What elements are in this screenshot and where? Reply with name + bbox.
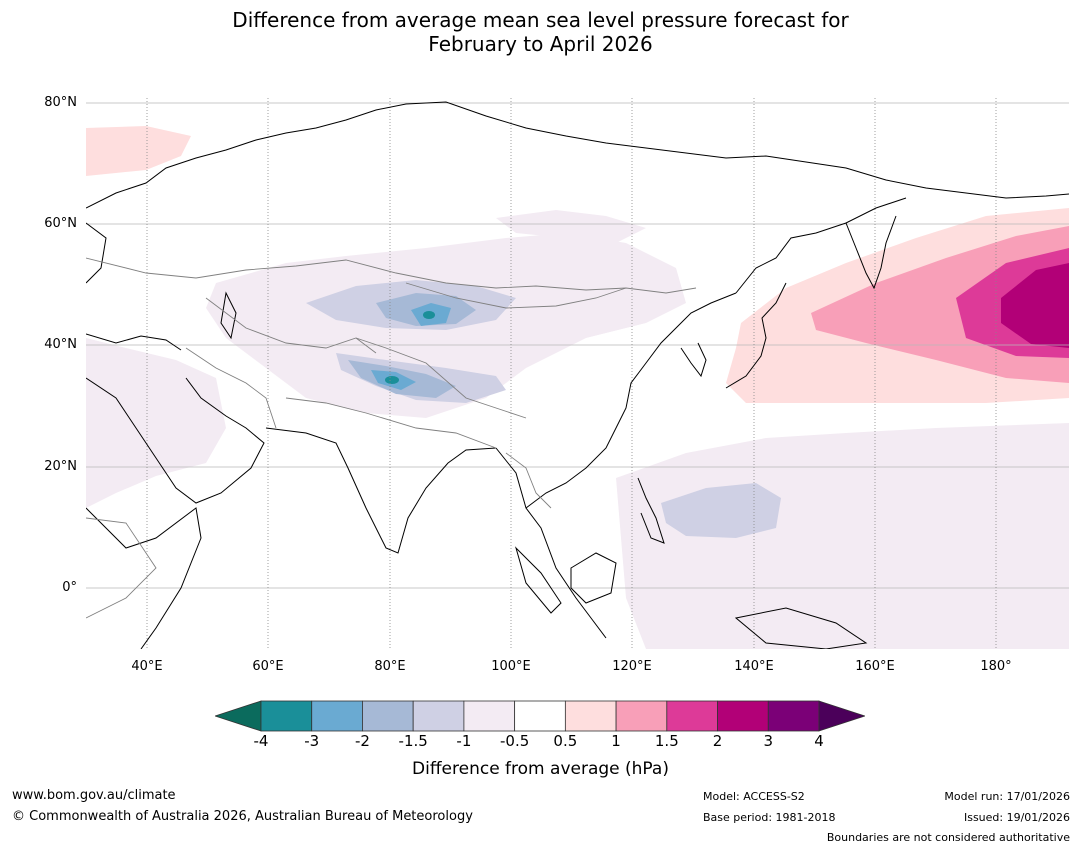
- anomaly-positive-north-atlantic: [86, 126, 191, 176]
- coast-new-guinea: [734, 607, 868, 649]
- colorbar: [213, 700, 867, 732]
- footer-base-period: Base period: 1981-2018: [703, 811, 836, 824]
- colorbar-tick-label: -4: [253, 732, 269, 750]
- lat-label-40: 40°N: [44, 337, 77, 352]
- coast-arabia: [86, 377, 265, 504]
- colorbar-tick-label: 2: [712, 732, 723, 750]
- border-india-north: [285, 397, 497, 449]
- coast-russia-far-east: [735, 197, 907, 294]
- colorbar-svg: [213, 700, 867, 732]
- colorbar-tick-label: 3: [763, 732, 774, 750]
- lat-label-60: 60°N: [44, 216, 77, 231]
- coast-europe: [86, 222, 107, 284]
- border-mongolia: [405, 282, 627, 309]
- colorbar-segment: [564, 700, 617, 732]
- lon-label-100: 100°E: [491, 659, 531, 674]
- colorbar-segment: [311, 700, 363, 732]
- lon-label-160: 160°E: [855, 659, 895, 674]
- coast-china: [525, 292, 737, 509]
- lon-label-180: 180°: [980, 659, 1012, 674]
- lon-label-40: 40°E: [131, 659, 163, 674]
- border-africa: [86, 517, 157, 619]
- coast-japan: [725, 282, 787, 389]
- footer-model-run: Model run: 17/01/2026: [944, 790, 1070, 803]
- anomaly-min-1: [423, 311, 435, 319]
- title-line-1: Difference from average mean sea level p…: [232, 8, 849, 32]
- lon-label-80: 80°E: [374, 659, 406, 674]
- title-line-2: February to April 2026: [428, 32, 653, 56]
- border-russia-south: [86, 257, 697, 294]
- lon-label-120: 120°E: [612, 659, 652, 674]
- lat-label-20: 20°N: [44, 459, 77, 474]
- border-iran: [185, 347, 277, 429]
- anomaly-min-2: [385, 376, 399, 384]
- footer-url[interactable]: www.bom.gov.au/climate: [12, 788, 176, 803]
- anomaly-positive-nw-pacific-4: [1001, 263, 1069, 348]
- coast-india: [265, 427, 497, 554]
- colorbar-tick-label: -1: [456, 732, 472, 750]
- lat-label-80: 80°N: [44, 95, 77, 110]
- footer-issued: Issued: 19/01/2026: [963, 811, 1070, 824]
- colorbar-under-arrow: [213, 700, 262, 732]
- colorbar-tick-label: -1.5: [398, 732, 428, 750]
- lon-label-60: 60°E: [252, 659, 284, 674]
- coast-philippines: [637, 477, 665, 544]
- colorbar-segment: [412, 700, 465, 732]
- lon-label-140: 140°E: [734, 659, 774, 674]
- colorbar-tick-label: -0.5: [499, 732, 530, 750]
- anomaly-negative-siberia: [496, 210, 646, 243]
- colorbar-segment: [514, 700, 566, 732]
- graticule: [86, 98, 1069, 649]
- country-borders: [86, 257, 697, 619]
- coast-borneo: [570, 552, 617, 604]
- border-indochina: [505, 452, 552, 509]
- footer-model: Model: ACCESS-S2: [703, 790, 805, 803]
- anomaly-negative-philippine-sea: [661, 483, 781, 538]
- coast-mediterranean: [86, 333, 182, 351]
- colorbar-label: Difference from average (hPa): [412, 759, 669, 779]
- colorbar-segment: [362, 700, 414, 732]
- border-central-asia: [205, 297, 377, 354]
- border-china-west: [355, 337, 527, 419]
- coast-kamchatka: [845, 215, 897, 290]
- anomaly-field: [86, 126, 1069, 649]
- colorbar-segment: [615, 700, 668, 732]
- colorbar-tick-label: -3: [304, 732, 320, 750]
- colorbar-segment: [717, 700, 769, 732]
- lat-label-0: 0°: [62, 580, 77, 595]
- coast-africa: [86, 507, 202, 649]
- colorbar-segment: [767, 700, 820, 732]
- coast-se-asia: [495, 447, 607, 639]
- colorbar-tick-label: 0.5: [553, 732, 578, 750]
- coastlines: [86, 101, 1069, 649]
- colorbar-over-arrow: [818, 700, 867, 732]
- colorbar-segment: [260, 700, 313, 732]
- colorbar-segment: [666, 700, 718, 732]
- coast-sumatra: [514, 546, 562, 614]
- coast-caspian: [220, 291, 237, 340]
- footer-copyright: © Commonwealth of Australia 2026, Austra…: [12, 809, 473, 824]
- colorbar-tick-label: -2: [354, 732, 370, 750]
- colorbar-tick-label: 1.5: [654, 732, 679, 750]
- colorbar-tick-label: 4: [814, 732, 824, 750]
- colorbar-segment: [463, 700, 516, 732]
- coast-korea: [680, 342, 707, 378]
- footer-disclaimer: Boundaries are not considered authoritat…: [826, 831, 1070, 844]
- coast-arctic: [86, 101, 1069, 209]
- anomaly-negative-arabia: [86, 338, 226, 508]
- colorbar-tick-label: 1: [611, 732, 621, 750]
- map-panel[interactable]: [86, 98, 1069, 649]
- map-svg: [86, 98, 1069, 649]
- anomaly-negative-west-pacific: [616, 423, 1069, 649]
- chart-title: Difference from average mean sea level p…: [0, 8, 1081, 56]
